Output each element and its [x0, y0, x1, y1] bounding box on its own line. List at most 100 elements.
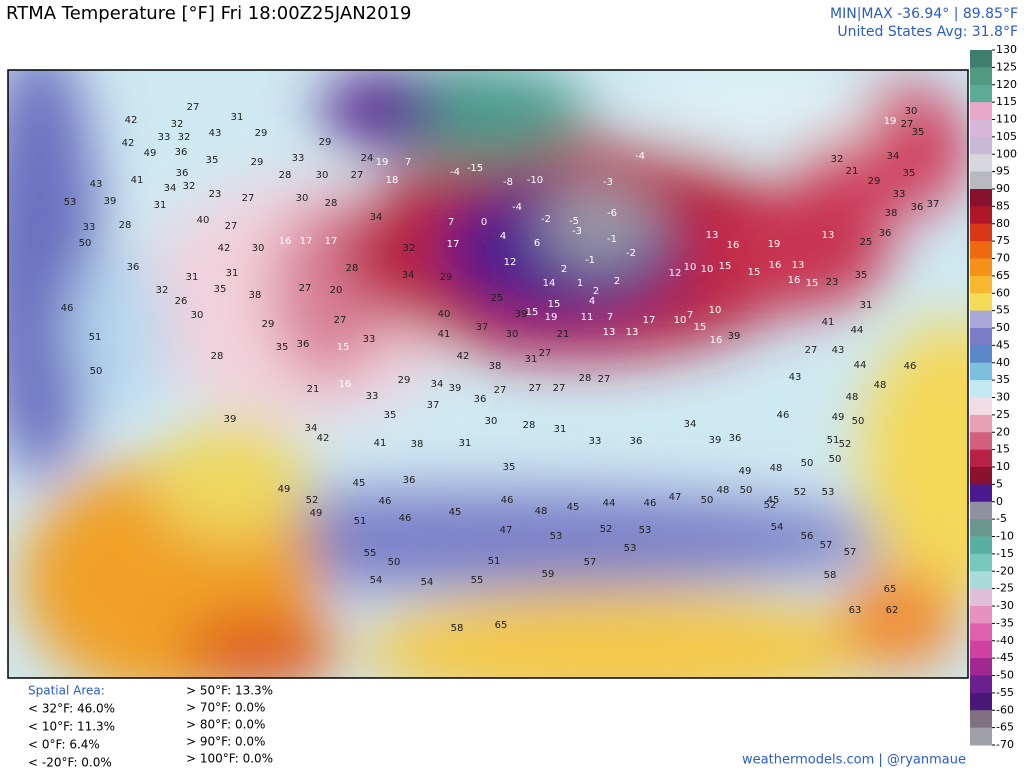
colorbar-segment: [970, 380, 992, 398]
station-temp: 10: [701, 264, 714, 275]
colorbar-segment: [970, 623, 992, 642]
station-temp: 11: [581, 312, 594, 323]
colorbar-segment: [970, 258, 992, 277]
station-temp: 27: [539, 348, 552, 359]
station-temp: 7: [448, 217, 454, 228]
station-temp: 30: [485, 416, 498, 427]
colorbar-label: 10: [996, 460, 1010, 473]
station-temp: 48: [717, 485, 730, 496]
colorbar-segment: [970, 658, 992, 676]
station-temp: -3: [603, 177, 613, 188]
station-temp: 37: [927, 199, 940, 210]
station-temp: 26: [175, 296, 188, 307]
station-temp: 38: [489, 361, 502, 372]
station-temp: 35: [503, 462, 516, 473]
station-temp: 28: [523, 420, 536, 431]
station-temp: 34: [305, 423, 318, 434]
colorbar-segment: [970, 467, 992, 485]
colorbar-segment: [970, 727, 992, 746]
station-temp: 6: [534, 238, 540, 249]
station-temp: 46: [379, 496, 392, 507]
us-average: United States Avg: 31.8°F: [837, 24, 1018, 40]
station-temp: -10: [527, 175, 543, 186]
station-temp: 29: [440, 272, 453, 283]
station-temp: 35: [214, 284, 227, 295]
colorbar-label: 75: [996, 234, 1010, 247]
station-temp: 16: [769, 260, 782, 271]
station-temp: 53: [64, 197, 77, 208]
station-temp: 15: [526, 307, 539, 318]
station-temp: 4: [500, 231, 506, 242]
station-temp: 30: [316, 170, 329, 181]
station-temp: 31: [186, 272, 199, 283]
station-temp: 13: [626, 327, 639, 338]
station-temp: 17: [325, 236, 338, 247]
station-temp: 39: [224, 414, 237, 425]
station-temp: 33: [893, 189, 906, 200]
station-temp: -1: [607, 234, 617, 245]
colorbar-label: 15: [996, 443, 1010, 456]
station-temp: 24: [361, 153, 374, 164]
station-temp: 39: [104, 196, 117, 207]
station-temp: 62: [886, 605, 899, 616]
station-temp: 43: [90, 179, 103, 190]
station-temp: 33: [83, 222, 96, 233]
station-temp: 36: [911, 202, 924, 213]
station-temp: 15: [548, 299, 561, 310]
station-temp: 27: [187, 102, 200, 113]
station-temp: 19: [545, 312, 558, 323]
station-temp: 32: [178, 132, 191, 143]
stat-above: > 90°F: 0.0%: [186, 735, 265, 749]
colorbar-label: 80: [996, 217, 1010, 230]
station-temp: 25: [491, 293, 504, 304]
station-temp: 35: [206, 155, 219, 166]
station-temp: 35: [912, 127, 925, 138]
station-temp: 53: [550, 531, 563, 542]
station-temp: -4: [450, 167, 460, 178]
colorbar-segment: [970, 154, 992, 173]
station-temp: 1: [577, 278, 583, 289]
station-temp: 18: [386, 175, 399, 186]
station-temp: 28: [346, 263, 359, 274]
colorbar-label: -40: [996, 634, 1014, 647]
colorbar-label: 5: [996, 477, 1003, 490]
station-temp: 33: [589, 436, 602, 447]
colorbar-segment: [970, 310, 992, 329]
station-temp: 46: [61, 303, 74, 314]
colorbar-label: -35: [996, 616, 1014, 629]
station-temp: 27: [225, 221, 238, 232]
colorbar-label: 20: [996, 425, 1010, 438]
colorbar-label: 0: [996, 495, 1003, 508]
station-temp: 51: [827, 435, 840, 446]
station-temp: 38: [411, 439, 424, 450]
station-temp: 42: [317, 433, 330, 444]
station-temp: 15: [748, 267, 761, 278]
colorbar-label: 65: [996, 269, 1010, 282]
station-temp: 2: [614, 276, 620, 287]
station-temp: 36: [630, 436, 643, 447]
colorbar-label: 95: [996, 165, 1010, 178]
station-temp: 13: [792, 260, 805, 271]
station-temp: 16: [710, 335, 723, 346]
station-temp: 45: [767, 495, 780, 506]
station-temp: 44: [854, 360, 867, 371]
colorbar-segment: [970, 275, 992, 294]
station-temp: 58: [451, 623, 464, 634]
station-temp: 12: [669, 268, 682, 279]
colorbar-segment: [970, 710, 992, 729]
station-temp: 41: [131, 175, 144, 186]
station-temp: 52: [794, 487, 807, 498]
station-temp: 19: [884, 116, 897, 127]
station-temp: 30: [252, 243, 265, 254]
station-temp: 49: [832, 412, 845, 423]
station-temp: 27: [494, 385, 507, 396]
station-temp: 28: [325, 198, 338, 209]
station-temp: 10: [674, 315, 687, 326]
colorbar-label: 115: [996, 95, 1017, 108]
colorbar-label: -45: [996, 651, 1014, 664]
station-temp: 2: [593, 286, 599, 297]
station-temp: 50: [701, 495, 714, 506]
station-temp: 53: [822, 487, 835, 498]
station-temp: 51: [354, 516, 367, 527]
station-temp: 34: [402, 270, 415, 281]
